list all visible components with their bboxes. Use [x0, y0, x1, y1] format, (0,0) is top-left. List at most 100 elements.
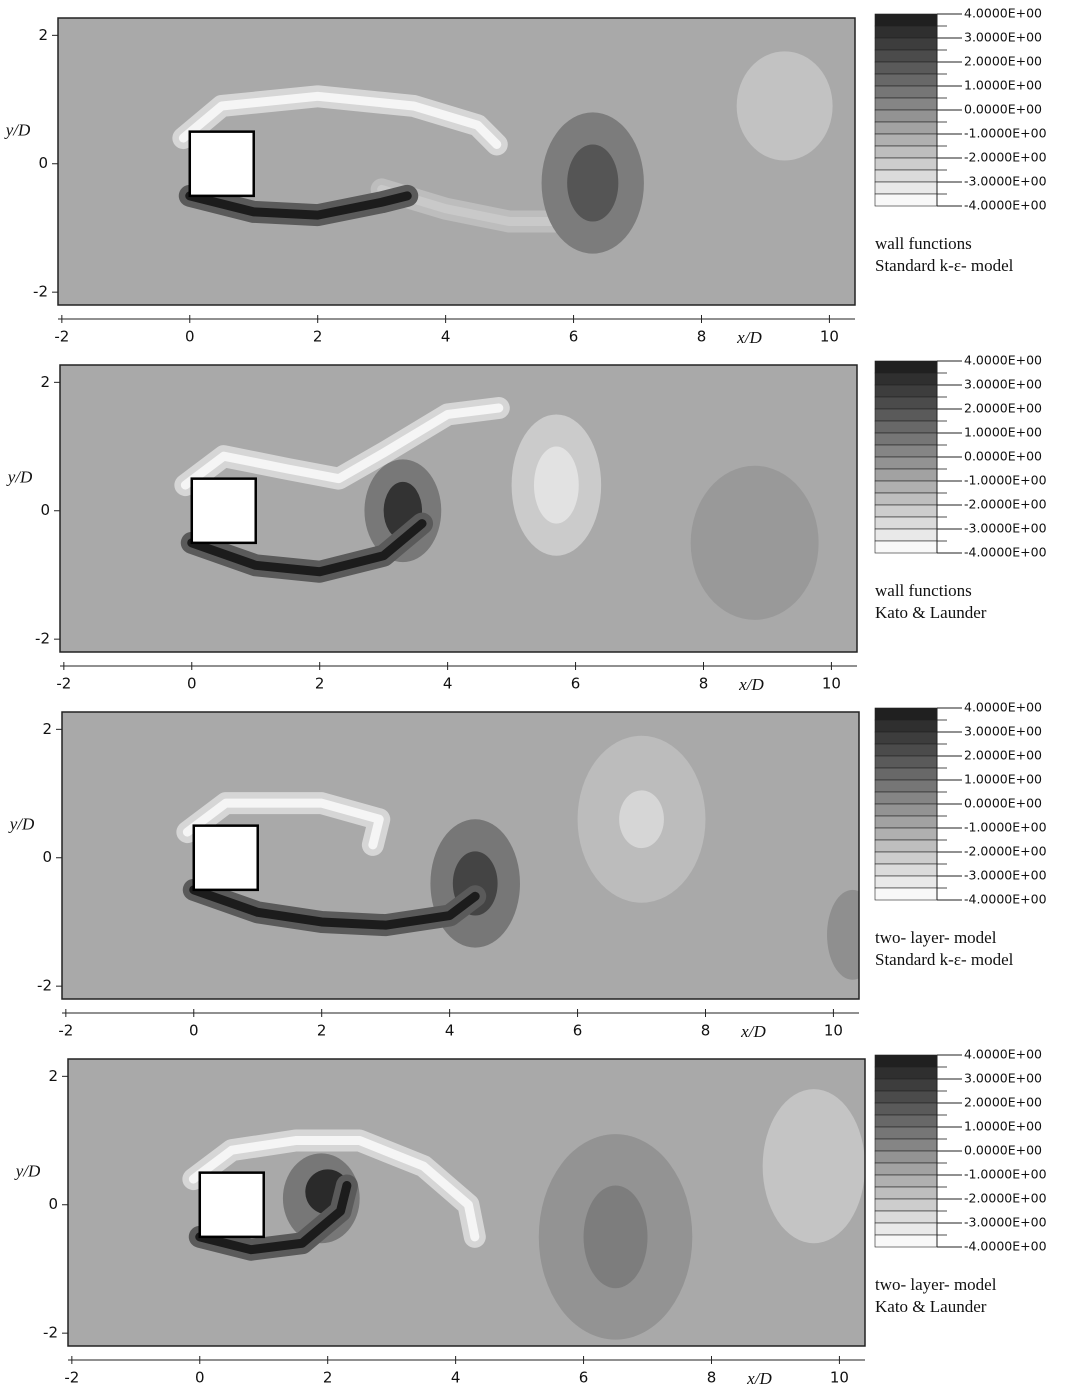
colorbar-band	[875, 1067, 937, 1079]
x-tick-label: -2	[54, 328, 69, 346]
colorbar-band	[875, 445, 937, 457]
contour-region	[567, 144, 618, 221]
colorbar-band	[875, 1151, 937, 1163]
x-tick-label: 6	[573, 1022, 583, 1040]
x-tick-label: 10	[820, 328, 839, 346]
x-axis-label: x/D	[738, 675, 764, 694]
colorbar-band	[875, 110, 937, 122]
x-tick-label: 4	[451, 1369, 461, 1385]
colorbar-label: 4.0000E+00	[964, 1047, 1042, 1062]
colorbar-band	[875, 146, 937, 158]
colorbar-band	[875, 385, 937, 397]
colorbar-label: 1.0000E+00	[964, 1119, 1042, 1134]
y-tick-label: 2	[40, 373, 50, 391]
x-tick-label: 0	[185, 328, 195, 346]
contour-region	[619, 790, 664, 848]
colorbar-band	[875, 1199, 937, 1211]
colorbar-band	[875, 361, 937, 373]
colorbar-label: -1.0000E+00	[964, 126, 1047, 141]
colorbar-band	[875, 62, 937, 74]
x-axis-label: x/D	[746, 1369, 772, 1385]
x-axis-label: x/D	[740, 1022, 766, 1041]
colorbar-band	[875, 888, 937, 900]
colorbar-label: 3.0000E+00	[964, 377, 1042, 392]
colorbar-label: 2.0000E+00	[964, 1095, 1042, 1110]
colorbar-label: 0.0000E+00	[964, 1143, 1042, 1158]
colorbar-label: 1.0000E+00	[964, 78, 1042, 93]
x-tick-label: 0	[189, 1022, 199, 1040]
x-tick-label: -2	[64, 1369, 79, 1385]
colorbar-band	[875, 768, 937, 780]
contour-region	[534, 447, 579, 524]
colorbar-band	[875, 481, 937, 493]
colorbar-band	[875, 876, 937, 888]
contour-region	[691, 466, 819, 620]
x-tick-label: 4	[445, 1022, 455, 1040]
y-tick-label: -2	[37, 977, 52, 995]
colorbar-label: 2.0000E+00	[964, 54, 1042, 69]
contour-region	[763, 1089, 865, 1243]
colorbar-band	[875, 744, 937, 756]
colorbar-band	[875, 26, 937, 38]
colorbar-band	[875, 1235, 937, 1247]
colorbar-band	[875, 541, 937, 553]
x-tick-label: 2	[323, 1369, 333, 1385]
colorbar-band	[875, 170, 937, 182]
colorbar-band	[875, 134, 937, 146]
colorbar-label: -4.0000E+00	[964, 1239, 1047, 1254]
colorbar-band	[875, 517, 937, 529]
y-tick-label: 0	[48, 1195, 58, 1213]
colorbar-label: -3.0000E+00	[964, 174, 1047, 189]
y-tick-label: -2	[43, 1324, 58, 1342]
colorbar-band	[875, 1091, 937, 1103]
caption: two- layer- model	[875, 1275, 997, 1294]
colorbar-band	[875, 14, 937, 26]
colorbar-label: 4.0000E+00	[964, 353, 1042, 368]
colorbar-band	[875, 828, 937, 840]
caption: Standard k-ε- model	[875, 950, 1014, 969]
colorbar-band	[875, 720, 937, 732]
colorbar-label: -4.0000E+00	[964, 198, 1047, 213]
colorbar-band	[875, 1175, 937, 1187]
colorbar-band	[875, 98, 937, 110]
colorbar-label: -1.0000E+00	[964, 1167, 1047, 1182]
colorbar-label: 4.0000E+00	[964, 6, 1042, 21]
colorbar-band	[875, 158, 937, 170]
colorbar-label: 1.0000E+00	[964, 772, 1042, 787]
cylinder	[200, 1173, 264, 1237]
colorbar-band	[875, 1127, 937, 1139]
x-tick-label: 0	[195, 1369, 205, 1385]
colorbar-label: 0.0000E+00	[964, 102, 1042, 117]
colorbar-band	[875, 493, 937, 505]
colorbar-label: -3.0000E+00	[964, 868, 1047, 883]
colorbar-label: -4.0000E+00	[964, 545, 1047, 560]
x-tick-label: 8	[701, 1022, 711, 1040]
figure: -20246810x/D-202y/D4.0000E+003.0000E+002…	[0, 0, 1084, 1385]
colorbar-band	[875, 74, 937, 86]
colorbar-label: 0.0000E+00	[964, 449, 1042, 464]
colorbar-band	[875, 182, 937, 194]
caption: Kato & Launder	[875, 1297, 987, 1316]
y-tick-label: 2	[48, 1067, 58, 1085]
caption: wall functions	[875, 234, 972, 253]
colorbar-label: -1.0000E+00	[964, 473, 1047, 488]
colorbar-band	[875, 864, 937, 876]
colorbar-label: -1.0000E+00	[964, 820, 1047, 835]
caption: Kato & Launder	[875, 603, 987, 622]
y-tick-label: 2	[42, 720, 52, 738]
colorbar-band	[875, 1187, 937, 1199]
colorbar-label: -3.0000E+00	[964, 1215, 1047, 1230]
cylinder	[190, 132, 254, 196]
colorbar-band	[875, 529, 937, 541]
x-tick-label: 6	[579, 1369, 589, 1385]
colorbar-band	[875, 421, 937, 433]
colorbar-label: 2.0000E+00	[964, 401, 1042, 416]
y-tick-label: -2	[33, 283, 48, 301]
colorbar-band	[875, 505, 937, 517]
colorbar-band	[875, 38, 937, 50]
contour-region	[827, 890, 878, 980]
colorbar-band	[875, 1211, 937, 1223]
colorbar-band	[875, 804, 937, 816]
